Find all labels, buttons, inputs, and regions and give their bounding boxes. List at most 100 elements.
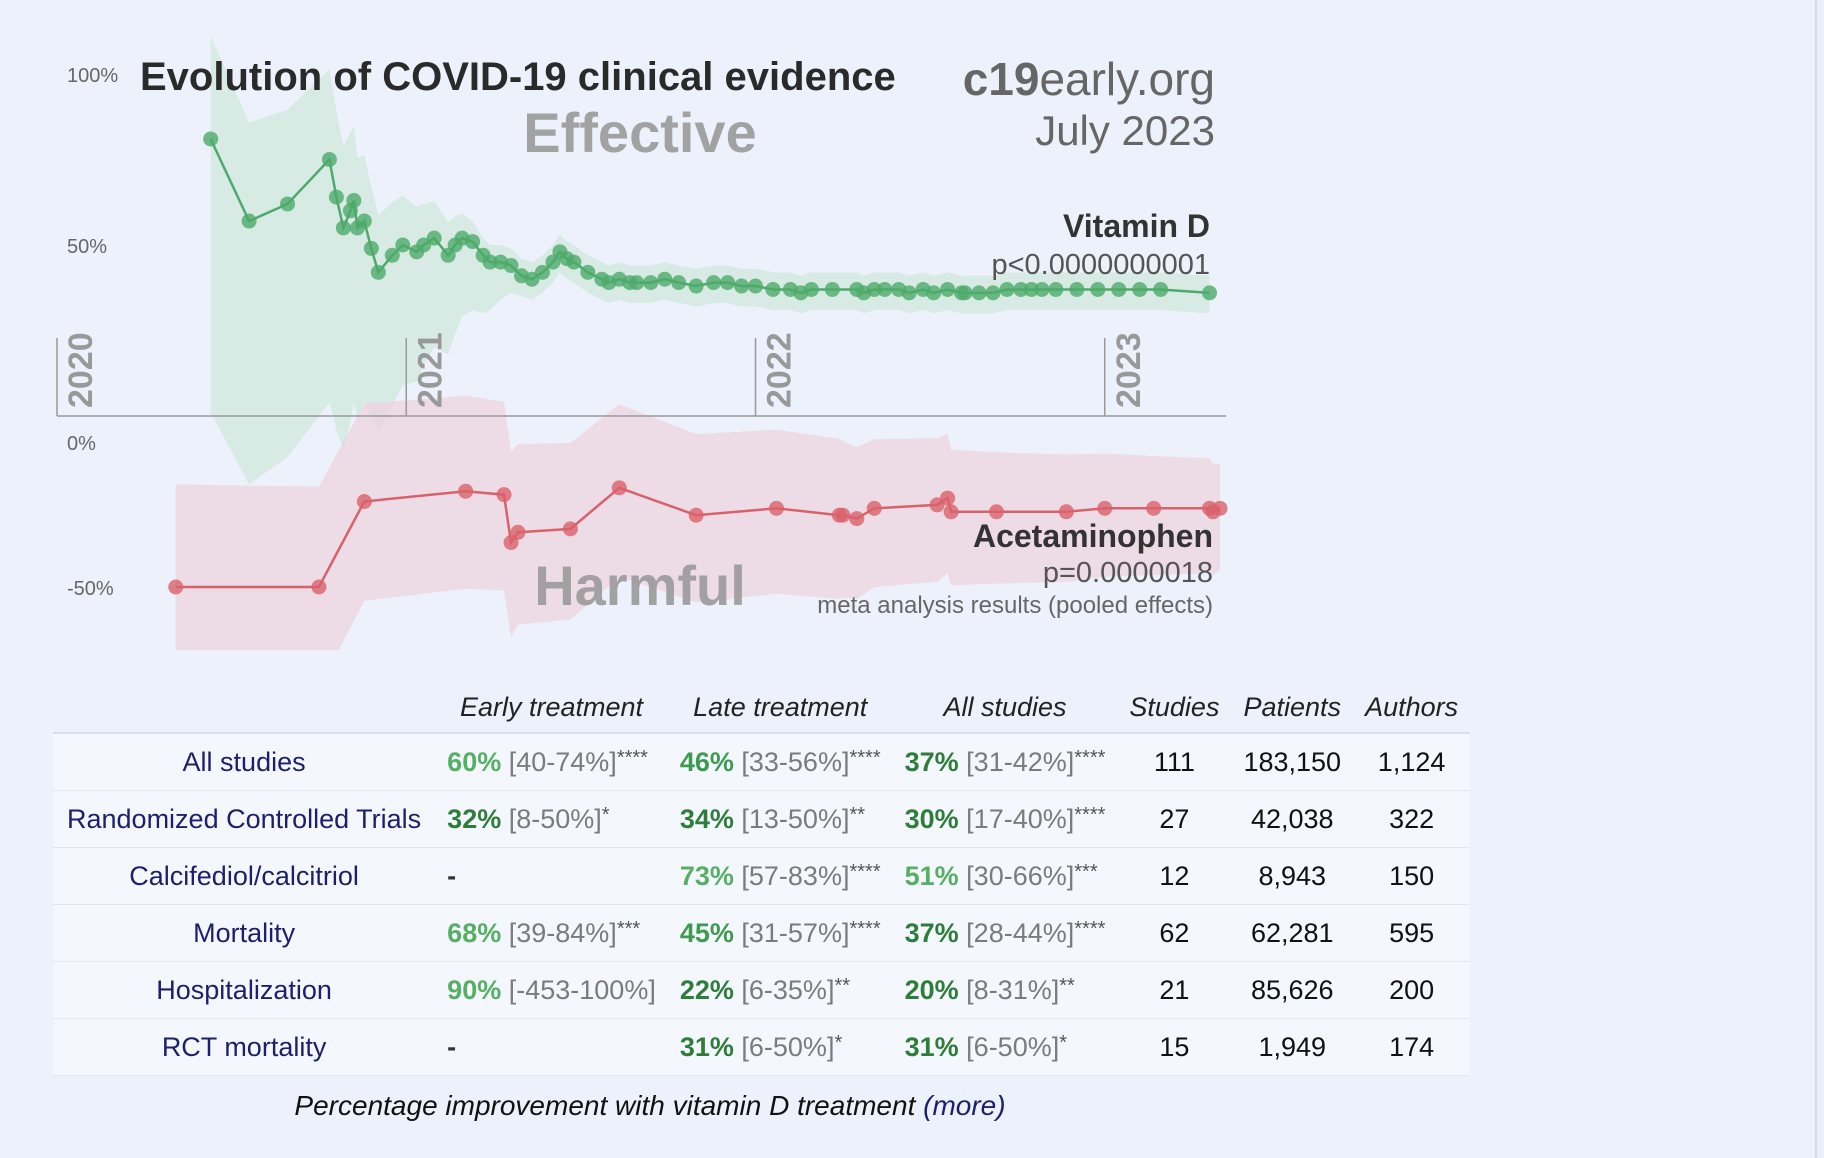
row-label[interactable]: All studies (53, 733, 436, 791)
vitamin-d-point (901, 285, 917, 301)
site-name-bold: c19 (963, 53, 1040, 105)
harmful-label: Harmful (534, 554, 746, 617)
result-percent: 68% (447, 917, 502, 948)
vitamin-d-point (985, 285, 1001, 301)
confidence-interval: [17-40%] (966, 803, 1075, 834)
confidence-interval: [39-84%] (508, 917, 617, 948)
confidence-interval: [6-35%] (741, 974, 835, 1005)
vitamin-d-point (824, 281, 840, 297)
vitamin-d-point (734, 278, 750, 294)
patients-count-cell: 62,281 (1231, 904, 1354, 962)
acetaminophen-point (510, 524, 526, 540)
vitamin-d-point (926, 285, 942, 301)
caption-text: Percentage improvement with vitamin D tr… (294, 1090, 916, 1121)
acetaminophen-point (988, 504, 1004, 520)
vitamin-d-point (999, 281, 1015, 297)
result-percent: 73% (679, 860, 734, 891)
vitamin-d-point (765, 281, 781, 297)
vitamin-d-point (395, 237, 411, 253)
table-row: RCT mortality - 31% [6-50%]* 31% [6-50%]* 1… (53, 1018, 1471, 1076)
vitamin-d-point (720, 275, 736, 291)
all-result-cell: 31% [6-50%]* (892, 1018, 1118, 1076)
chart-axes: 100% 50% 0% -50% 2020 2021 2022 2023 (56, 65, 1226, 600)
vitamin-d-series-label: Vitamin D (1063, 208, 1210, 244)
vitamin-d-point (866, 281, 882, 297)
table-row: Mortality 68% [39-84%]*** 45% [31-57%]****… (53, 904, 1471, 962)
confidence-bands (175, 36, 1220, 650)
header-authors: Authors (1353, 682, 1471, 734)
vitamin-d-point (1153, 281, 1169, 297)
vitamin-d-point (534, 264, 550, 280)
significance-stars: **** (849, 860, 881, 883)
result-percent: 34% (679, 803, 734, 834)
significance-stars: * (834, 1031, 843, 1054)
significance-stars: ** (834, 974, 851, 997)
vitamin-d-point (335, 220, 351, 236)
confidence-interval: [-453-100%] (508, 974, 656, 1005)
vitamin-d-point (384, 247, 400, 263)
more-link[interactable]: (more) (923, 1090, 1006, 1121)
vitamin-d-point (370, 264, 386, 280)
row-label[interactable]: Mortality (53, 904, 436, 962)
vitamin-d-point (426, 230, 442, 246)
site-name-rest: early.org (1039, 53, 1215, 105)
vitamin-d-point (465, 234, 481, 250)
vitamin-d-point (356, 213, 372, 229)
y-tick-label: 100% (67, 65, 118, 87)
early-result-cell: 90% [-453-100%] (435, 961, 668, 1019)
acetaminophen-point (688, 507, 704, 523)
row-label[interactable]: Hospitalization (53, 961, 436, 1019)
result-percent: 45% (679, 917, 734, 948)
site-name[interactable]: c19early.org (963, 53, 1215, 105)
early-result-cell: - (435, 847, 668, 905)
studies-count-cell: 111 (1117, 733, 1232, 791)
acetaminophen-pvalue: p=0.0000018 (1043, 557, 1213, 589)
significance-stars: * (1059, 1031, 1068, 1054)
vitamin-d-point (1034, 281, 1050, 297)
table-row: Calcifediol/calcitriol - 73% [57-83%]****… (53, 847, 1471, 905)
studies-count-cell: 12 (1117, 847, 1232, 905)
acetaminophen-point (835, 507, 851, 523)
confidence-interval: [31-42%] (966, 746, 1075, 777)
vitamin-d-point (803, 281, 819, 297)
confidence-interval: [13-50%] (741, 803, 850, 834)
all-result-cell: 37% [31-42%]**** (892, 733, 1118, 791)
row-label[interactable]: RCT mortality (53, 1018, 436, 1076)
significance-stars: **** (849, 746, 881, 769)
confidence-interval: [6-50%] (966, 1031, 1060, 1062)
significance-stars: *** (1074, 860, 1098, 883)
significance-stars: **** (1074, 917, 1106, 940)
all-result-cell: 51% [30-66%]*** (892, 847, 1118, 905)
vitamin-d-point (203, 131, 219, 147)
table-header-row: Early treatment Late treatment All studi… (53, 682, 1471, 734)
y-tick-label: 0% (67, 433, 96, 455)
significance-stars: ** (1059, 974, 1075, 997)
vitamin-d-point (1202, 285, 1218, 301)
header-late-treatment: Late treatment (667, 682, 893, 734)
vitamin-d-point (503, 258, 519, 274)
acetaminophen-point (311, 579, 327, 595)
patients-count-cell: 8,943 (1231, 847, 1354, 905)
confidence-interval: [40-74%] (508, 746, 617, 777)
acetaminophen-point (611, 480, 627, 496)
row-label[interactable]: Randomized Controlled Trials (53, 790, 436, 848)
vitamin-d-point (1048, 281, 1064, 297)
vitamin-d-point (363, 240, 379, 256)
acetaminophen-point (849, 511, 865, 527)
vitamin-d-point (1090, 281, 1106, 297)
y-tick-label: 50% (67, 236, 107, 258)
early-result-cell: 68% [39-84%]*** (435, 904, 668, 962)
late-result-cell: 34% [13-50%]** (667, 790, 893, 848)
vitamin-d-point (688, 278, 704, 294)
result-percent: 46% (679, 746, 734, 777)
significance-stars: **** (1074, 803, 1106, 826)
result-percent: 37% (904, 917, 959, 948)
result-percent: 31% (904, 1031, 959, 1062)
row-label[interactable]: Calcifediol/calcitriol (53, 847, 436, 905)
vitamin-d-point (328, 189, 344, 205)
result-percent: 60% (447, 746, 502, 777)
all-result-cell: 37% [28-44%]**** (892, 904, 1118, 962)
result-percent: 90% (447, 974, 502, 1005)
result-percent: 37% (904, 746, 959, 777)
